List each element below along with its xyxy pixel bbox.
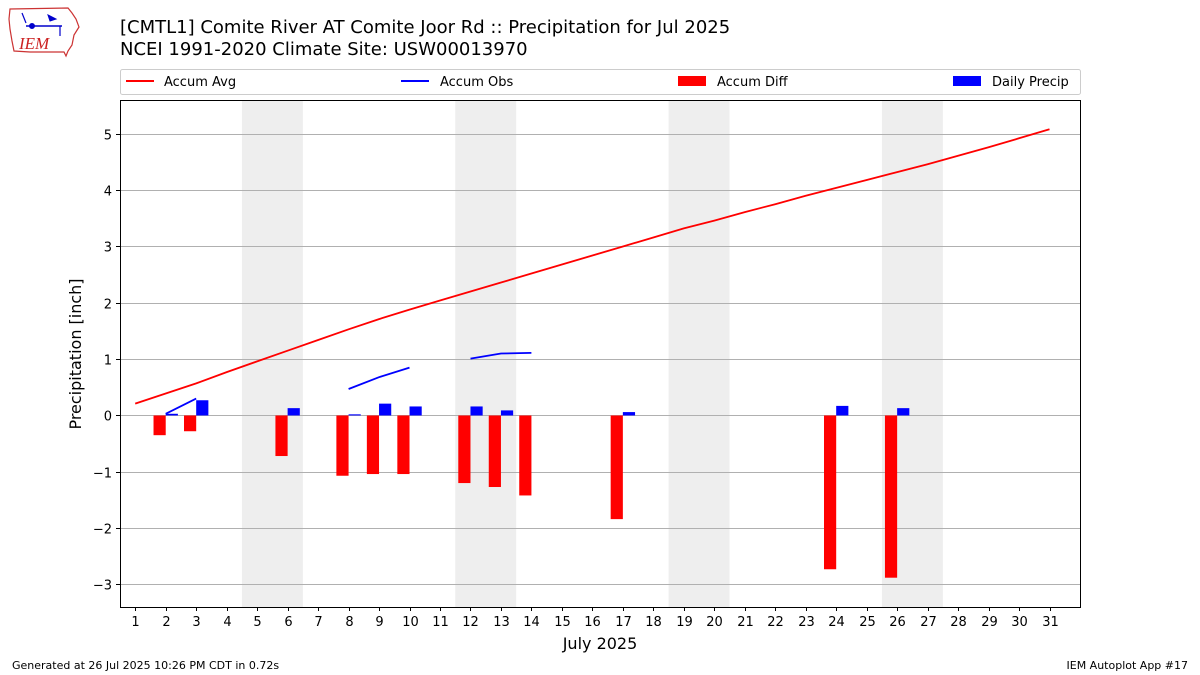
accum-diff-bar: [397, 415, 410, 475]
x-tick-label: 1: [131, 615, 139, 630]
x-tick-label: 22: [767, 615, 784, 630]
iem-logo: IEM: [8, 7, 80, 58]
plot-frame: [120, 100, 1081, 608]
x-tick-label: 14: [523, 615, 540, 630]
x-tick-label: 4: [223, 615, 231, 630]
x-axis-label: July 2025: [562, 634, 638, 653]
y-tick-label: −2: [93, 523, 112, 538]
y-axis-ticks: −3 −2 −1 0 1 2 3 4 5: [93, 129, 120, 594]
accum-diff-bar: [458, 415, 471, 484]
x-tick-label: 7: [314, 615, 322, 630]
accum-diff-bar: [336, 415, 349, 476]
chart-title: [CMTL1] Comite River AT Comite Joor Rd :…: [120, 17, 731, 38]
daily-precip-bar: [470, 406, 483, 416]
x-tick-label: 27: [920, 615, 937, 630]
x-tick-label: 24: [828, 615, 845, 630]
x-tick-label: 9: [375, 615, 383, 630]
x-tick-label: 29: [981, 615, 998, 630]
legend-accum-diff-swatch: [678, 76, 706, 86]
daily-precip-bar: [622, 412, 636, 416]
x-tick-label: 31: [1042, 615, 1059, 630]
x-tick-label: 20: [706, 615, 723, 630]
x-tick-label: 15: [554, 615, 571, 630]
x-axis-ticks: 1 2 3 4 5 6 7 8 9 10 11 12 13 14 15 16 17 18 19 20 21 22 23 24 2…: [131, 607, 1059, 630]
y-tick-label: −3: [93, 579, 112, 594]
y-tick-label: 2: [104, 298, 112, 313]
daily-precip-bar: [836, 405, 849, 416]
x-tick-label: 16: [584, 615, 601, 630]
legend-accum-obs-label: Accum Obs: [440, 75, 513, 90]
x-tick-label: 11: [432, 615, 449, 630]
daily-precip-bar: [196, 400, 209, 416]
x-tick-label: 25: [859, 615, 876, 630]
accum-diff-bar: [366, 415, 380, 475]
y-tick-label: 1: [104, 354, 112, 369]
chart-subtitle: NCEI 1991-2020 Climate Site: USW00013970: [120, 39, 528, 60]
accum-obs-line: [470, 352, 532, 360]
x-tick-label: 8: [345, 615, 353, 630]
legend: Accum Avg Accum Obs Accum Diff Daily Pre…: [120, 69, 1081, 95]
daily-precip-bar: [409, 406, 422, 416]
x-tick-label: 28: [950, 615, 967, 630]
accum-diff-bar: [488, 415, 501, 488]
daily-precip-bar: [500, 410, 514, 416]
accum-diff-bar: [275, 415, 288, 457]
accum-diff-bar: [519, 415, 532, 496]
legend-daily-precip-swatch: [953, 76, 981, 86]
accum-obs-line: [165, 397, 197, 415]
x-tick-label: 18: [645, 615, 662, 630]
iowa-state-outline: [8, 7, 80, 58]
accum-diff-bar: [610, 415, 623, 520]
generated-timestamp: Generated at 26 Jul 2025 10:26 PM CDT in…: [12, 659, 280, 672]
legend-frame: [120, 69, 1081, 95]
legend-accum-avg-label: Accum Avg: [164, 75, 236, 90]
x-tick-label: 13: [493, 615, 510, 630]
x-tick-label: 26: [889, 615, 906, 630]
accum-diff-bar: [153, 415, 166, 436]
x-tick-label: 23: [798, 615, 815, 630]
daily-precip-bar: [165, 413, 178, 416]
weekend-shading: [241, 100, 943, 607]
y-tick-label: −1: [93, 467, 112, 482]
x-tick-label: 6: [284, 615, 292, 630]
daily-precip-bar: [897, 408, 910, 416]
legend-daily-precip-label: Daily Precip: [992, 75, 1069, 90]
y-tick-label: 3: [104, 241, 112, 256]
y-tick-label: 5: [104, 129, 112, 144]
y-axis-label: Precipitation [inch]: [66, 278, 85, 429]
daily-precip-bar: [379, 403, 392, 416]
x-tick-label: 19: [676, 615, 693, 630]
accum-diff-bar: [824, 415, 837, 570]
logo-text: IEM: [18, 34, 50, 53]
y-tick-label: 0: [104, 410, 112, 425]
weekend-band-0: [241, 100, 303, 607]
accum-diff-bar: [884, 415, 898, 578]
x-tick-label: 17: [615, 615, 632, 630]
accum-avg-line: [134, 128, 1050, 405]
y-tick-label: 4: [104, 185, 112, 200]
x-tick-label: 10: [402, 615, 419, 630]
daily-precip-bar: [348, 414, 361, 416]
x-tick-label: 2: [162, 615, 170, 630]
daily-precip-bar: [287, 408, 300, 416]
x-tick-label: 12: [462, 615, 479, 630]
x-tick-label: 21: [737, 615, 754, 630]
accum-diff-bar: [184, 415, 197, 432]
app-label: IEM Autoplot App #17: [1066, 659, 1189, 672]
bars: [153, 400, 910, 578]
x-tick-label: 30: [1011, 615, 1028, 630]
weather-station-icon: [21, 12, 62, 36]
x-tick-label: 5: [253, 615, 261, 630]
series-lines: [134, 128, 1050, 415]
x-tick-label: 3: [192, 615, 200, 630]
gridlines: [120, 134, 1080, 585]
legend-accum-diff-label: Accum Diff: [717, 75, 789, 90]
weekend-band-2: [668, 100, 730, 607]
accum-obs-line: [348, 366, 410, 390]
